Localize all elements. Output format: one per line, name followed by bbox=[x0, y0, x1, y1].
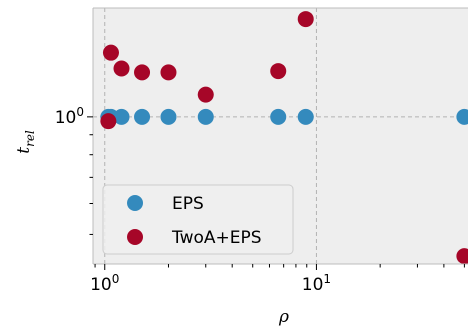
y-axis-label: trel bbox=[14, 130, 37, 154]
x-axis-label: ρ bbox=[278, 307, 289, 327]
plot-frame bbox=[92, 7, 468, 265]
point-twoa-eps bbox=[102, 44, 119, 61]
point-twoa-eps bbox=[160, 64, 177, 81]
point-eps bbox=[134, 108, 151, 125]
legend-label-eps: EPS bbox=[172, 194, 204, 214]
axis-ticks bbox=[87, 116, 465, 270]
legend-marker-twoa-eps bbox=[127, 229, 143, 245]
point-twoa-eps bbox=[270, 63, 287, 80]
point-twoa-eps bbox=[113, 60, 130, 77]
point-twoa-eps bbox=[456, 248, 468, 264]
point-eps bbox=[456, 108, 468, 125]
point-eps bbox=[160, 108, 177, 125]
x-tick-label: 100 bbox=[90, 272, 119, 295]
point-eps bbox=[270, 108, 287, 125]
x-tick-label: 101 bbox=[302, 272, 331, 295]
legend-marker-eps bbox=[127, 195, 143, 211]
point-twoa-eps bbox=[197, 86, 214, 103]
y-tick-label: 100 bbox=[55, 105, 84, 128]
point-eps bbox=[197, 108, 214, 125]
tick-labels: 100 101 100 bbox=[55, 105, 331, 295]
legend-box bbox=[102, 184, 294, 255]
legend: EPS TwoA+EPS bbox=[102, 184, 294, 255]
point-twoa-eps bbox=[134, 64, 151, 81]
point-twoa-eps bbox=[297, 11, 314, 28]
data-points bbox=[100, 11, 468, 264]
legend-label-twoa-eps: TwoA+EPS bbox=[171, 228, 262, 248]
point-eps bbox=[113, 108, 130, 125]
point-twoa-eps bbox=[100, 113, 117, 130]
point-eps bbox=[297, 108, 314, 125]
